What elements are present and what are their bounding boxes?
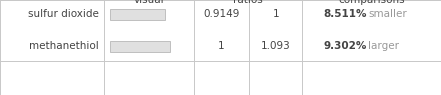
Text: sulfur dioxide: sulfur dioxide [28, 10, 99, 19]
Text: 1: 1 [218, 41, 225, 51]
Text: visual: visual [134, 0, 164, 5]
Text: 9.302%: 9.302% [324, 41, 367, 51]
Bar [110, 41, 170, 52]
Text: methanethiol: methanethiol [30, 41, 99, 51]
Text: smaller: smaller [368, 10, 407, 19]
Text: 1.093: 1.093 [261, 41, 291, 51]
Text: larger: larger [368, 41, 399, 51]
Text: 1: 1 [272, 10, 279, 19]
Text: comparisons: comparisons [338, 0, 405, 5]
Text: ratios: ratios [233, 0, 263, 5]
Bar [110, 9, 165, 20]
Text: 0.9149: 0.9149 [203, 10, 240, 19]
Text: 8.511%: 8.511% [324, 10, 367, 19]
